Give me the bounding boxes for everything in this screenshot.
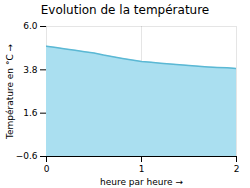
svg-text:2: 2 [234,164,240,174]
svg-text:3.8: 3.8 [23,65,38,75]
svg-text:Température en °C →: Température en °C → [5,43,15,140]
svg-text:1: 1 [139,164,145,174]
svg-text:−0.6: −0.6 [16,151,38,161]
html-text:Evolution de la température: Evolution de la température [40,3,210,17]
svg-text:1.6: 1.6 [23,108,38,118]
svg-text:heure par heure →: heure par heure → [100,177,183,187]
svg-text:0: 0 [44,164,50,174]
svg-text:6.0: 6.0 [23,21,38,31]
